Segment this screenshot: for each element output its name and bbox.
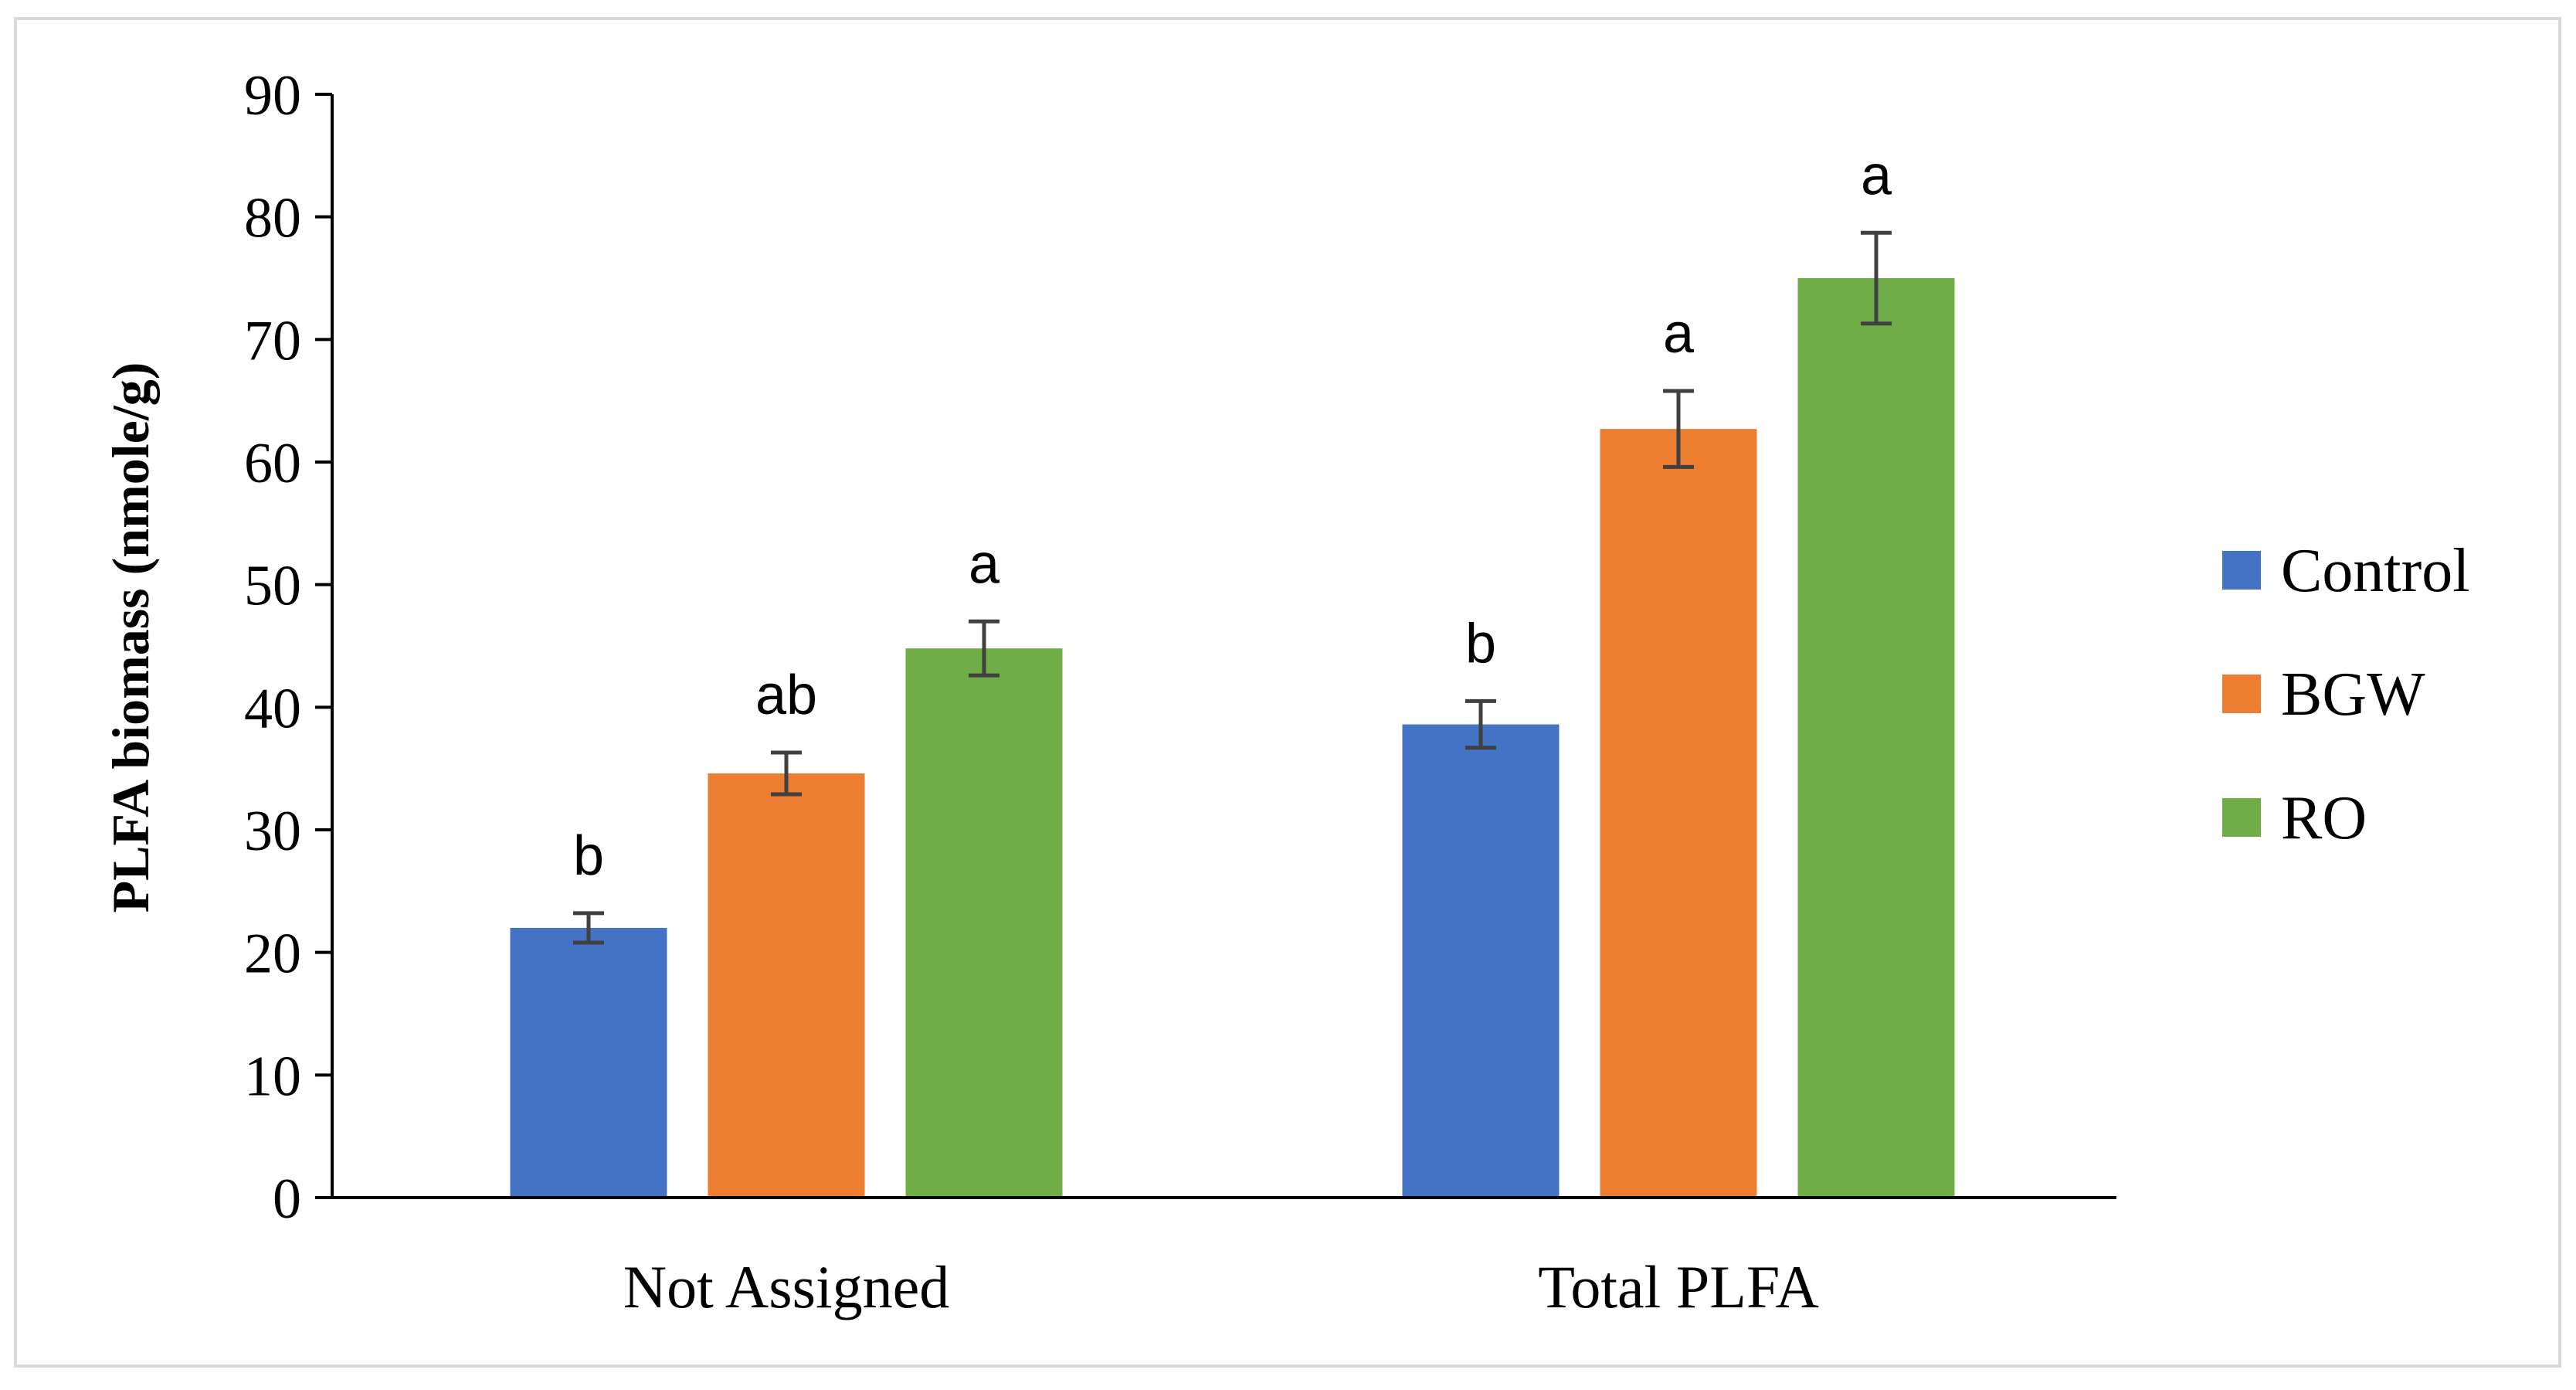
y-axis: 0 10 20 30 40 50 60 70 80 90 bbox=[244, 64, 334, 1231]
legend-swatch-control bbox=[2222, 551, 2261, 590]
legend-label-ro: RO bbox=[2281, 784, 2367, 852]
y-tick-label: 40 bbox=[244, 677, 301, 740]
significance-letter: a bbox=[969, 533, 1000, 595]
y-tick-label: 50 bbox=[244, 555, 301, 618]
y-tick-label: 70 bbox=[244, 309, 301, 372]
bar-control-not-assigned bbox=[510, 927, 667, 1198]
chart-frame bbox=[14, 17, 2561, 1368]
x-axis: Not Assigned Total PLFA bbox=[332, 1196, 2116, 1320]
significance-letter: a bbox=[1663, 303, 1695, 365]
bar-ro-not-assigned bbox=[905, 648, 1063, 1198]
bar-control-total-plfa bbox=[1402, 724, 1560, 1198]
significance-letter: b bbox=[1465, 613, 1496, 675]
legend: Control BGW RO bbox=[2222, 537, 2469, 852]
bars bbox=[510, 278, 1955, 1198]
y-tick-label: 80 bbox=[244, 187, 301, 250]
y-tick-label: 20 bbox=[244, 923, 301, 986]
legend-label-bgw: BGW bbox=[2281, 661, 2425, 729]
y-tick-label: 10 bbox=[244, 1045, 301, 1108]
bar-bgw-not-assigned bbox=[708, 773, 865, 1198]
legend-swatch-bgw bbox=[2222, 675, 2261, 713]
x-category-label: Total PLFA bbox=[1538, 1253, 1819, 1320]
significance-letter: b bbox=[573, 825, 604, 887]
y-tick-label: 90 bbox=[244, 64, 301, 127]
x-category-label: Not Assigned bbox=[623, 1253, 950, 1320]
legend-label-control: Control bbox=[2281, 537, 2469, 605]
bar-ro-total-plfa bbox=[1797, 278, 1955, 1198]
error-bars bbox=[573, 230, 1892, 945]
y-tick-label: 60 bbox=[244, 432, 301, 495]
bar-bgw-total-plfa bbox=[1600, 429, 1757, 1198]
y-tick-label: 30 bbox=[244, 800, 301, 863]
significance-letter: a bbox=[1861, 144, 1892, 206]
y-axis-label: PLFA biomass (nmole/g) bbox=[101, 362, 160, 913]
significance-letter: ab bbox=[755, 664, 817, 726]
y-tick-label: 0 bbox=[273, 1167, 301, 1231]
legend-swatch-ro bbox=[2222, 798, 2261, 837]
